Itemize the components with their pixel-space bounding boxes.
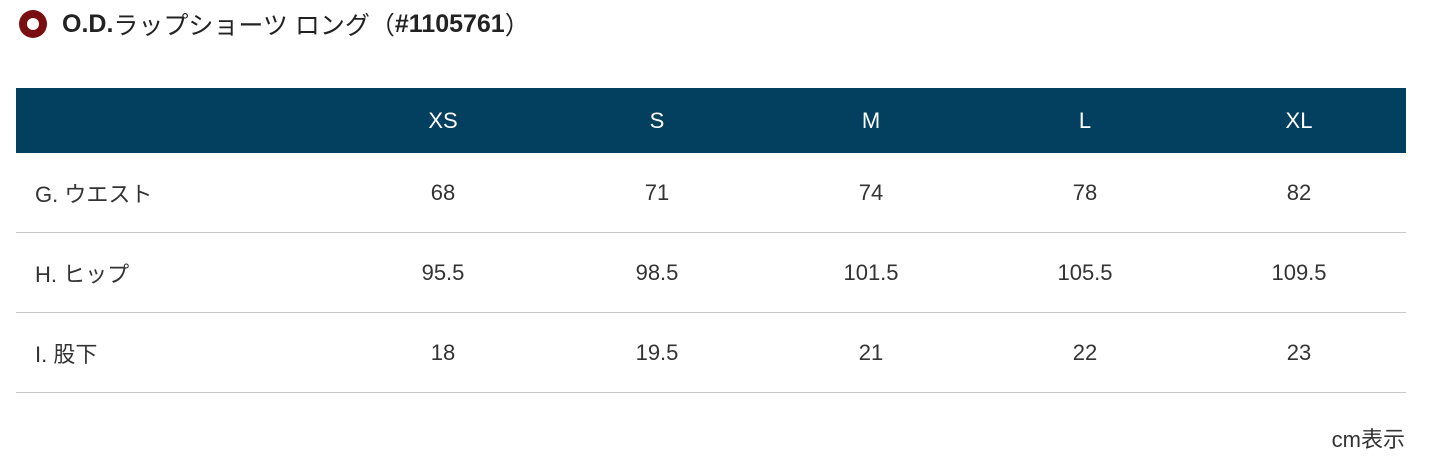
row-label: G. ウエスト bbox=[16, 153, 336, 233]
header-cell: S bbox=[550, 88, 764, 153]
header-cell: XS bbox=[336, 88, 550, 153]
cell: 95.5 bbox=[336, 232, 550, 313]
title-text: O.D. bbox=[62, 9, 114, 38]
header-cell: XL bbox=[1192, 88, 1406, 153]
title-text: ラップショーツ ロング（ bbox=[113, 12, 395, 40]
size-table: XS S M L XL G. ウエスト 68 71 74 78 82 H. ヒップ 95.5 98.5 1… bbox=[16, 88, 1406, 393]
cell: 19.5 bbox=[550, 312, 764, 393]
cell: 74 bbox=[764, 153, 978, 233]
cell: 98.5 bbox=[550, 232, 764, 313]
cell: 18 bbox=[336, 312, 550, 393]
unit-note: cm表示 bbox=[1331, 427, 1405, 452]
cell: 71 bbox=[550, 153, 764, 233]
row-label: I. 股下 bbox=[16, 312, 336, 393]
cell: 82 bbox=[1192, 153, 1406, 233]
title-text: ） bbox=[504, 12, 530, 40]
cell: 101.5 bbox=[764, 232, 978, 313]
title: O.D. ラップショーツ ロング（ #1105761） bbox=[18, 4, 530, 44]
table-row: I. 股下 18 19.5 21 22 23 bbox=[16, 312, 1406, 393]
row-label: H. ヒップ bbox=[16, 232, 336, 313]
table-row: H. ヒップ 95.5 98.5 101.5 105.5 109.5 bbox=[16, 232, 1406, 313]
cell: 23 bbox=[1192, 312, 1406, 393]
cell: 109.5 bbox=[1192, 232, 1406, 313]
cell: 68 bbox=[336, 153, 550, 233]
table-row: G. ウエスト 68 71 74 78 82 bbox=[16, 153, 1406, 233]
header-cell: M bbox=[764, 88, 978, 153]
header-cell: L bbox=[978, 88, 1192, 153]
title-text: #1105761 bbox=[394, 9, 505, 38]
title-icon bbox=[19, 10, 47, 38]
cell: 21 bbox=[764, 312, 978, 393]
header-row: XS S M L XL bbox=[16, 88, 1406, 153]
header-corner bbox=[16, 88, 336, 153]
cell: 105.5 bbox=[978, 232, 1192, 313]
cell: 78 bbox=[978, 153, 1192, 233]
cell: 22 bbox=[978, 312, 1192, 393]
